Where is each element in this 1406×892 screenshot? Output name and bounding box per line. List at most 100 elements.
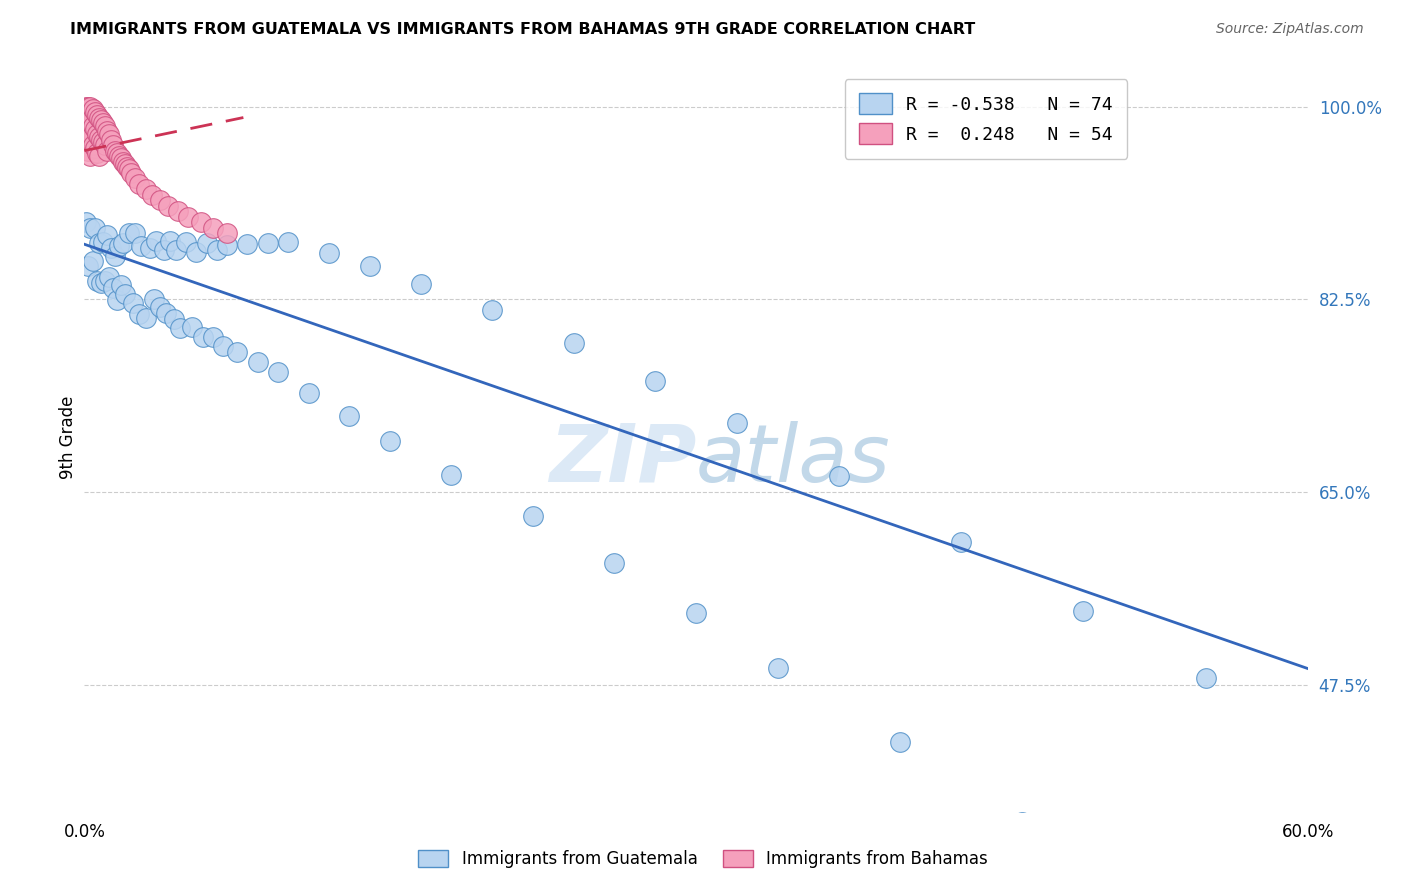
Point <box>77 127 100 141</box>
Point <box>91 135 114 149</box>
Point <box>217 226 239 240</box>
Point <box>77 99 100 113</box>
Text: ZIP: ZIP <box>548 420 696 499</box>
Point <box>97 127 120 141</box>
Point <box>522 509 544 524</box>
Point <box>141 187 163 202</box>
Point <box>82 120 104 134</box>
Point <box>96 144 118 158</box>
Point <box>79 220 101 235</box>
Point <box>889 735 911 749</box>
Point <box>75 215 97 229</box>
Point <box>101 281 124 295</box>
Point <box>481 303 503 318</box>
Point <box>131 239 153 253</box>
Point <box>155 305 177 319</box>
Point <box>79 112 101 127</box>
Point <box>87 130 110 145</box>
Point <box>110 278 132 293</box>
Point <box>212 338 235 352</box>
Point <box>118 226 141 240</box>
Point <box>77 260 100 274</box>
Point <box>101 138 124 153</box>
Point <box>86 127 108 141</box>
Point <box>82 138 104 153</box>
Point <box>1195 672 1218 686</box>
Point <box>100 241 122 255</box>
Point <box>86 145 108 160</box>
Point <box>339 409 361 424</box>
Point <box>97 270 120 285</box>
Point <box>105 293 128 308</box>
Point <box>186 244 208 259</box>
Point <box>79 130 101 145</box>
Point <box>644 374 666 388</box>
Point <box>100 132 122 146</box>
Point <box>128 307 150 321</box>
Point <box>83 220 105 235</box>
Point <box>114 157 136 171</box>
Point <box>79 149 101 163</box>
Y-axis label: 9th Grade: 9th Grade <box>59 395 77 479</box>
Point <box>195 236 218 251</box>
Text: atlas: atlas <box>696 420 891 499</box>
Point <box>83 141 105 155</box>
Text: Source: ZipAtlas.com: Source: ZipAtlas.com <box>1216 22 1364 37</box>
Point <box>90 276 112 290</box>
Point <box>91 116 114 130</box>
Point <box>86 108 108 122</box>
Point <box>409 277 432 291</box>
Point <box>142 293 165 307</box>
Legend: Immigrants from Guatemala, Immigrants from Bahamas: Immigrants from Guatemala, Immigrants fr… <box>412 843 994 875</box>
Point <box>77 111 100 125</box>
Point <box>246 355 269 369</box>
Point <box>77 144 100 158</box>
Point <box>153 243 176 257</box>
Point <box>83 121 105 136</box>
Point <box>118 162 141 177</box>
Point <box>96 228 118 243</box>
Point <box>201 220 224 235</box>
Point <box>174 235 197 249</box>
Point <box>93 120 115 134</box>
Point <box>156 199 179 213</box>
Point <box>257 236 280 251</box>
Point <box>75 116 97 130</box>
Point <box>110 151 132 165</box>
Point <box>603 556 626 570</box>
Point <box>201 330 224 344</box>
Point <box>87 111 110 125</box>
Point <box>128 177 150 191</box>
Point <box>87 149 110 163</box>
Point <box>177 210 200 224</box>
Point <box>298 386 321 401</box>
Point <box>236 237 259 252</box>
Point <box>205 243 228 257</box>
Legend: R = -0.538   N = 74, R =  0.248   N = 54: R = -0.538 N = 74, R = 0.248 N = 54 <box>845 79 1128 159</box>
Point <box>318 246 340 260</box>
Point <box>108 239 131 253</box>
Point <box>562 336 585 351</box>
Point <box>191 330 214 344</box>
Point <box>104 249 127 263</box>
Point <box>96 124 118 138</box>
Point <box>217 238 239 252</box>
Point <box>93 138 115 153</box>
Point <box>135 311 157 326</box>
Point <box>181 319 204 334</box>
Point <box>380 434 402 449</box>
Point <box>87 236 110 251</box>
Point <box>1011 814 1033 829</box>
Point <box>86 274 108 288</box>
Point <box>83 105 105 120</box>
Point <box>79 99 101 113</box>
Text: IMMIGRANTS FROM GUATEMALA VS IMMIGRANTS FROM BAHAMAS 9TH GRADE CORRELATION CHART: IMMIGRANTS FROM GUATEMALA VS IMMIGRANTS … <box>70 22 976 37</box>
Point <box>112 154 135 169</box>
Point <box>90 132 112 146</box>
Point <box>124 226 146 240</box>
Point <box>82 102 104 116</box>
Point <box>159 234 181 248</box>
Point <box>122 295 145 310</box>
Point <box>145 234 167 248</box>
Point <box>277 235 299 249</box>
